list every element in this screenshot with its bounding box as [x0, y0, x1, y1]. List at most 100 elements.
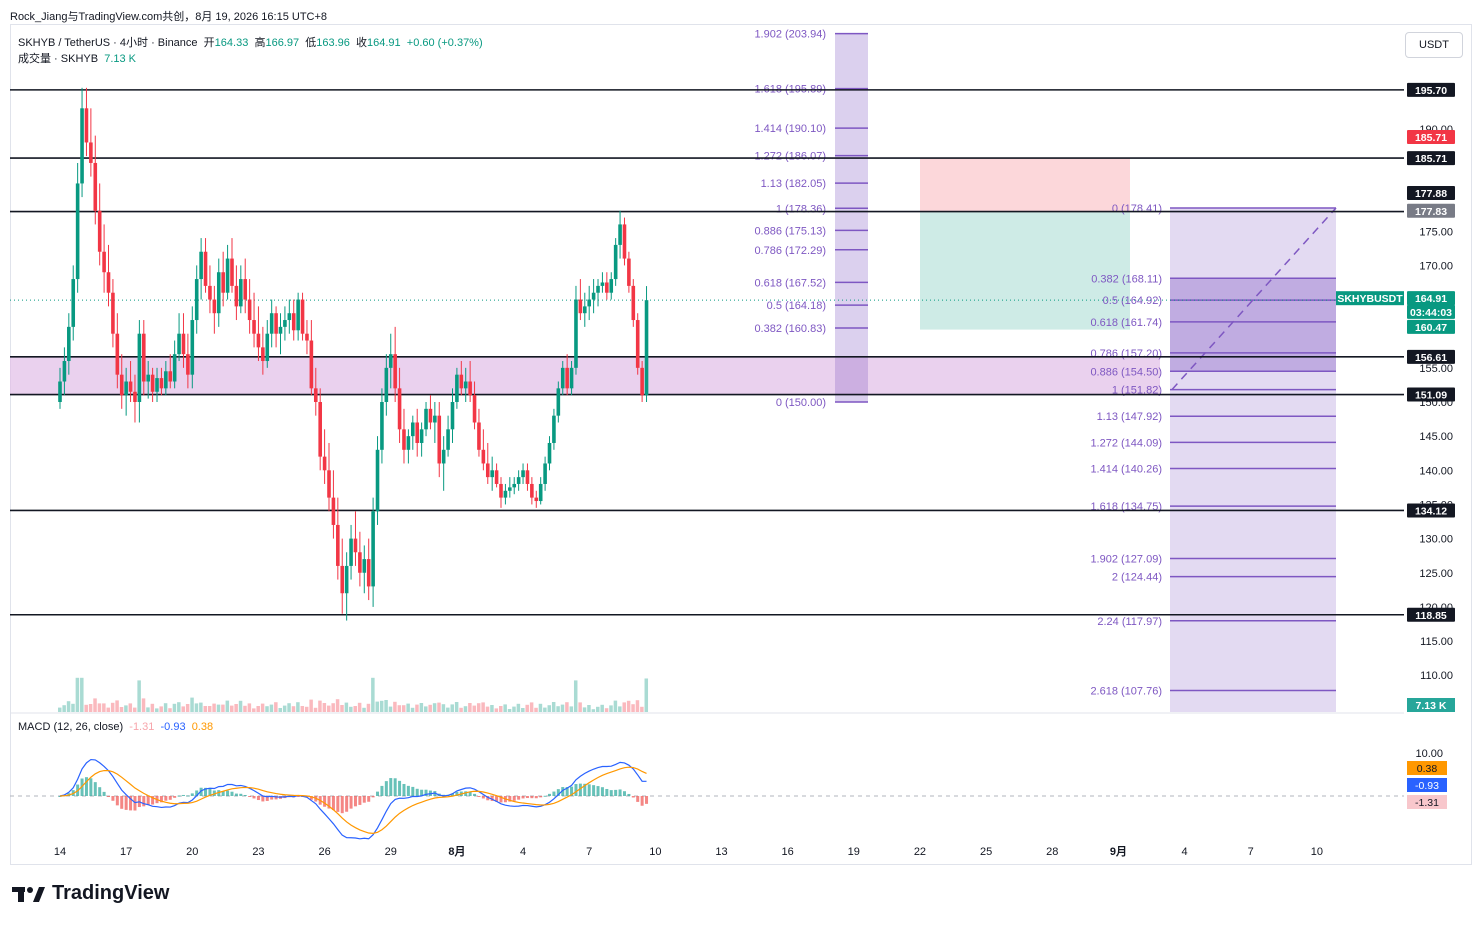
- macd-hist-bar: [618, 789, 622, 796]
- volume-bar: [468, 703, 472, 712]
- price-tag-bg: [1407, 503, 1455, 518]
- volume-bar: [115, 700, 119, 712]
- volume-bar: [622, 702, 626, 712]
- time-tick-label: 16: [782, 846, 794, 858]
- price-tick-label: 110.00: [1420, 670, 1453, 682]
- volume-bar: [481, 702, 485, 712]
- macd-hist-bar: [146, 796, 150, 806]
- macd-hist-bar: [208, 788, 212, 796]
- candle-body: [67, 326, 71, 362]
- macd-hist-bar: [490, 796, 494, 801]
- candle-body: [371, 511, 375, 587]
- macd-hist-bar: [486, 796, 490, 801]
- volume-bar: [177, 702, 181, 712]
- symbol-tag-bg: [1336, 291, 1404, 306]
- macd-hist-bar: [243, 794, 247, 796]
- candle-body: [97, 210, 102, 252]
- fib-right-label: 0 (178.41): [1112, 203, 1162, 215]
- time-tick-label: 25: [980, 846, 992, 858]
- macd-legend[interactable]: MACD (12, 26, close) -1.31 -0.93 0.38: [18, 721, 213, 733]
- candle-body: [380, 402, 384, 450]
- macd-hist-bar: [353, 796, 357, 807]
- macd-hist-bar: [508, 796, 512, 802]
- symbol-line[interactable]: SKHYB / TetherUS · 4小时 · Binance: [18, 37, 198, 49]
- macd-hist-bar: [331, 796, 335, 811]
- time-tick-label: 26: [318, 846, 330, 858]
- volume-bar: [128, 703, 133, 712]
- volume-layer: [58, 677, 649, 712]
- volume-bar: [371, 677, 375, 712]
- macd-signal-line: [59, 766, 647, 834]
- volume-bar: [635, 700, 640, 712]
- candle-body: [635, 320, 640, 368]
- candle-body: [225, 258, 230, 293]
- volume-bar: [644, 678, 649, 712]
- attribution-text: Rock_Jiang与TradingView.com共创，8月 19, 2026…: [10, 11, 328, 23]
- candle-body: [146, 374, 150, 382]
- macd-tag-bg: [1407, 778, 1447, 792]
- macd-hist-bar: [367, 796, 371, 802]
- macd-hist-bar: [525, 796, 529, 799]
- macd-hist-bar: [115, 796, 119, 806]
- macd-hist-bar: [565, 787, 569, 796]
- macd-hist-bar: [93, 782, 97, 796]
- volume-label[interactable]: 成交量 · SKHYB: [18, 53, 99, 65]
- candle-body: [93, 162, 98, 211]
- price-tag-label: 151.09: [1415, 390, 1447, 402]
- volume-bar: [419, 703, 424, 712]
- macd-hist-bar: [212, 790, 216, 796]
- volume-bar: [327, 705, 331, 712]
- macd-hist-bar: [323, 796, 327, 807]
- price-tag-label: 160.47: [1415, 322, 1447, 334]
- currency-button[interactable]: USDT: [1405, 32, 1463, 58]
- volume-bar: [97, 703, 102, 712]
- candle-body: [627, 258, 631, 286]
- candle-body: [446, 429, 450, 450]
- volume-bar: [362, 707, 366, 712]
- volume-line: 成交量 · SKHYB 7.13 K: [18, 51, 483, 67]
- symbol-tag-label: SKHYBUSDT: [1337, 293, 1403, 305]
- fib-right-label: 1.13 (147.92): [1097, 411, 1162, 423]
- candle-body: [433, 415, 437, 423]
- volume-bar: [141, 698, 146, 712]
- macd-hist-bar: [340, 796, 344, 814]
- time-tick-label: 7: [586, 846, 592, 858]
- candles-layer: [58, 87, 649, 621]
- fib-right-label: 0.5 (164.92): [1103, 295, 1162, 307]
- macd-hist-bar: [609, 790, 613, 796]
- macd-hist-bar: [556, 789, 560, 796]
- volume-bar: [379, 700, 384, 712]
- time-tick-label: 9月: [1110, 845, 1127, 858]
- price-tag-bg: [1407, 129, 1455, 144]
- candle-body: [613, 244, 618, 280]
- macd-tag-label: -1.31: [1415, 797, 1439, 809]
- volume-bar: [525, 704, 529, 712]
- macd-hist-bar: [151, 796, 155, 805]
- price-tag-label: 185.71: [1415, 153, 1447, 165]
- macd-hist-bar: [204, 787, 208, 796]
- macd-hist-bar: [596, 786, 600, 796]
- fib-left-band: [835, 33, 868, 402]
- time-tick-label: 10: [649, 846, 661, 858]
- volume-bar: [106, 707, 111, 712]
- candle-body: [393, 354, 397, 389]
- candle-body: [243, 279, 248, 300]
- macd-tag-bg: [1407, 795, 1447, 809]
- fib-right-label: 1.414 (140.26): [1090, 464, 1162, 476]
- candle-body: [137, 333, 142, 402]
- volume-bar: [600, 704, 604, 712]
- candle-body: [512, 483, 517, 488]
- macd-axis-label: 10.00: [1415, 748, 1443, 760]
- macd-line: [59, 758, 647, 840]
- fib-left-label: 1 (178.36): [776, 203, 826, 215]
- macd-hist-bar: [270, 796, 274, 800]
- candle-body: [450, 402, 455, 430]
- fib-right-label: 1.272 (144.09): [1090, 437, 1162, 449]
- macd-hist-bar: [468, 792, 472, 796]
- macd-hist-bar: [548, 793, 552, 796]
- macd-hist-bar: [530, 796, 534, 799]
- candle-body: [115, 333, 120, 375]
- candle-body: [591, 292, 596, 300]
- macd-hist-bar: [411, 786, 415, 796]
